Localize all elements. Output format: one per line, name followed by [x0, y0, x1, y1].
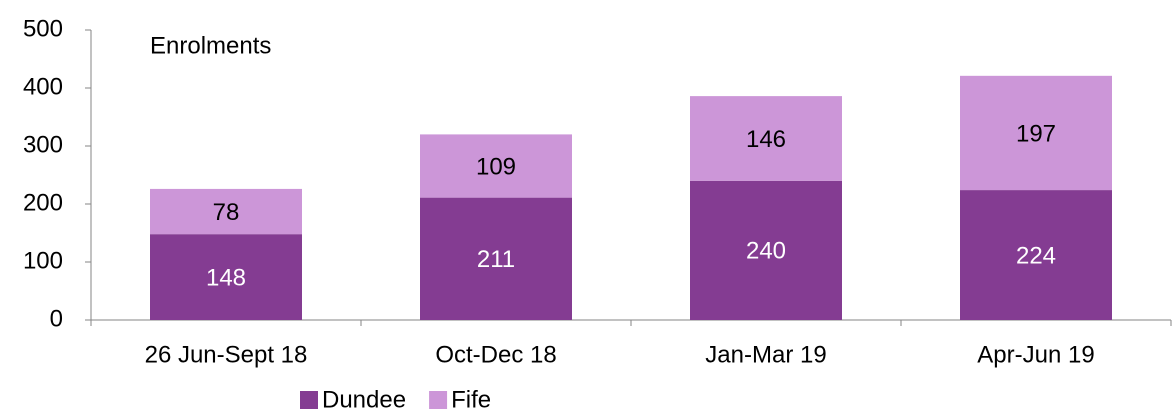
bar-segment — [150, 188, 302, 235]
data-label: 109 — [476, 153, 516, 180]
x-tick-label: Apr-Jun 19 — [977, 341, 1094, 368]
y-tick-label: 100 — [23, 247, 63, 274]
legend-label: Fife — [451, 386, 491, 413]
bar-segment — [960, 75, 1112, 191]
x-tick-label: Oct-Dec 18 — [435, 341, 556, 368]
bar-segment — [690, 96, 842, 181]
legend-swatch — [429, 391, 448, 409]
bar-segment — [420, 134, 572, 198]
data-label: 224 — [1016, 242, 1056, 269]
x-tick-label: Jan-Mar 19 — [705, 341, 826, 368]
data-label: 146 — [746, 126, 786, 153]
legend-swatch — [300, 391, 318, 409]
x-tick-label: 26 Jun-Sept 18 — [145, 341, 308, 368]
bar-segment — [690, 180, 842, 320]
legend-label: Dundee — [322, 386, 406, 413]
y-tick-label: 500 — [23, 15, 63, 42]
y-tick-label: 0 — [50, 305, 63, 332]
data-label: 240 — [746, 238, 786, 265]
bar-segment — [150, 234, 302, 320]
chart-title: Enrolments — [150, 32, 271, 59]
data-label: 148 — [206, 264, 246, 291]
data-label: 197 — [1016, 120, 1056, 147]
bar-segment — [420, 197, 572, 320]
y-tick-label: 200 — [23, 189, 63, 216]
bar-segment — [960, 190, 1112, 320]
data-label: 211 — [477, 246, 515, 273]
data-label: 78 — [213, 199, 240, 226]
y-tick-label: 400 — [23, 73, 63, 100]
y-tick-label: 300 — [23, 131, 63, 158]
